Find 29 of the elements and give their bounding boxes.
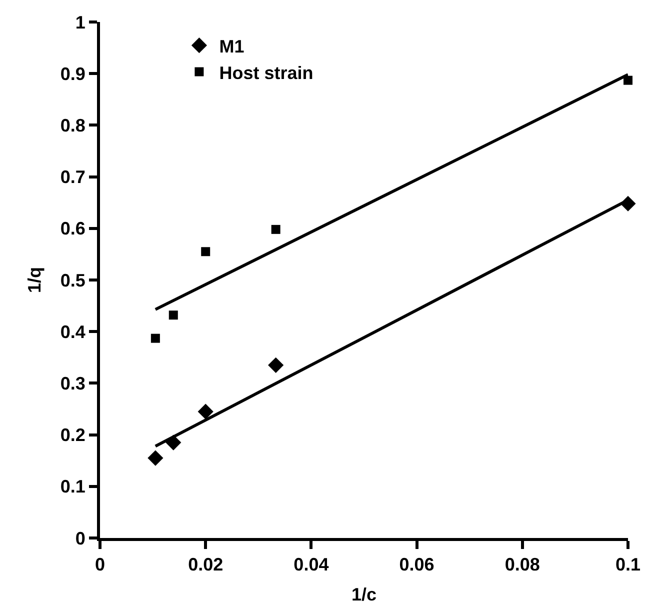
x-tick-label: 0 bbox=[94, 554, 106, 575]
y-axis-title: 1/q bbox=[24, 266, 45, 294]
point bbox=[148, 450, 164, 466]
point bbox=[624, 76, 632, 85]
y-tick-label: 0.3 bbox=[60, 374, 86, 394]
y-tick-label: 0.1 bbox=[60, 476, 86, 497]
y-tick-label: 0.6 bbox=[60, 218, 86, 239]
x-tick-label: 0.06 bbox=[399, 554, 434, 575]
legend-label: Host strain bbox=[219, 62, 314, 83]
point bbox=[198, 404, 214, 420]
y-tick-label: 0 bbox=[75, 528, 86, 548]
point bbox=[168, 310, 178, 320]
point bbox=[201, 247, 210, 256]
y-tick-label: 0.8 bbox=[60, 116, 86, 136]
x-tick-label: 0.02 bbox=[188, 554, 224, 575]
y-tick-label: 0.2 bbox=[60, 425, 86, 446]
point bbox=[268, 357, 284, 373]
y-tick-label: 0.5 bbox=[60, 270, 86, 290]
x-tick-label: 0.04 bbox=[294, 554, 329, 575]
y-tick-label: 0.7 bbox=[60, 167, 86, 188]
legend-label: M1 bbox=[219, 36, 244, 56]
y-tick-label: 0.4 bbox=[60, 322, 86, 342]
point bbox=[271, 224, 280, 234]
y-tick-label: 0.9 bbox=[60, 64, 86, 84]
x-axis-title: 1/c bbox=[351, 584, 377, 605]
point bbox=[150, 334, 160, 343]
x-tick-label: 0.1 bbox=[615, 554, 641, 575]
y-tick-label: 1 bbox=[75, 12, 86, 32]
x-tick-label: 0.08 bbox=[504, 554, 540, 575]
